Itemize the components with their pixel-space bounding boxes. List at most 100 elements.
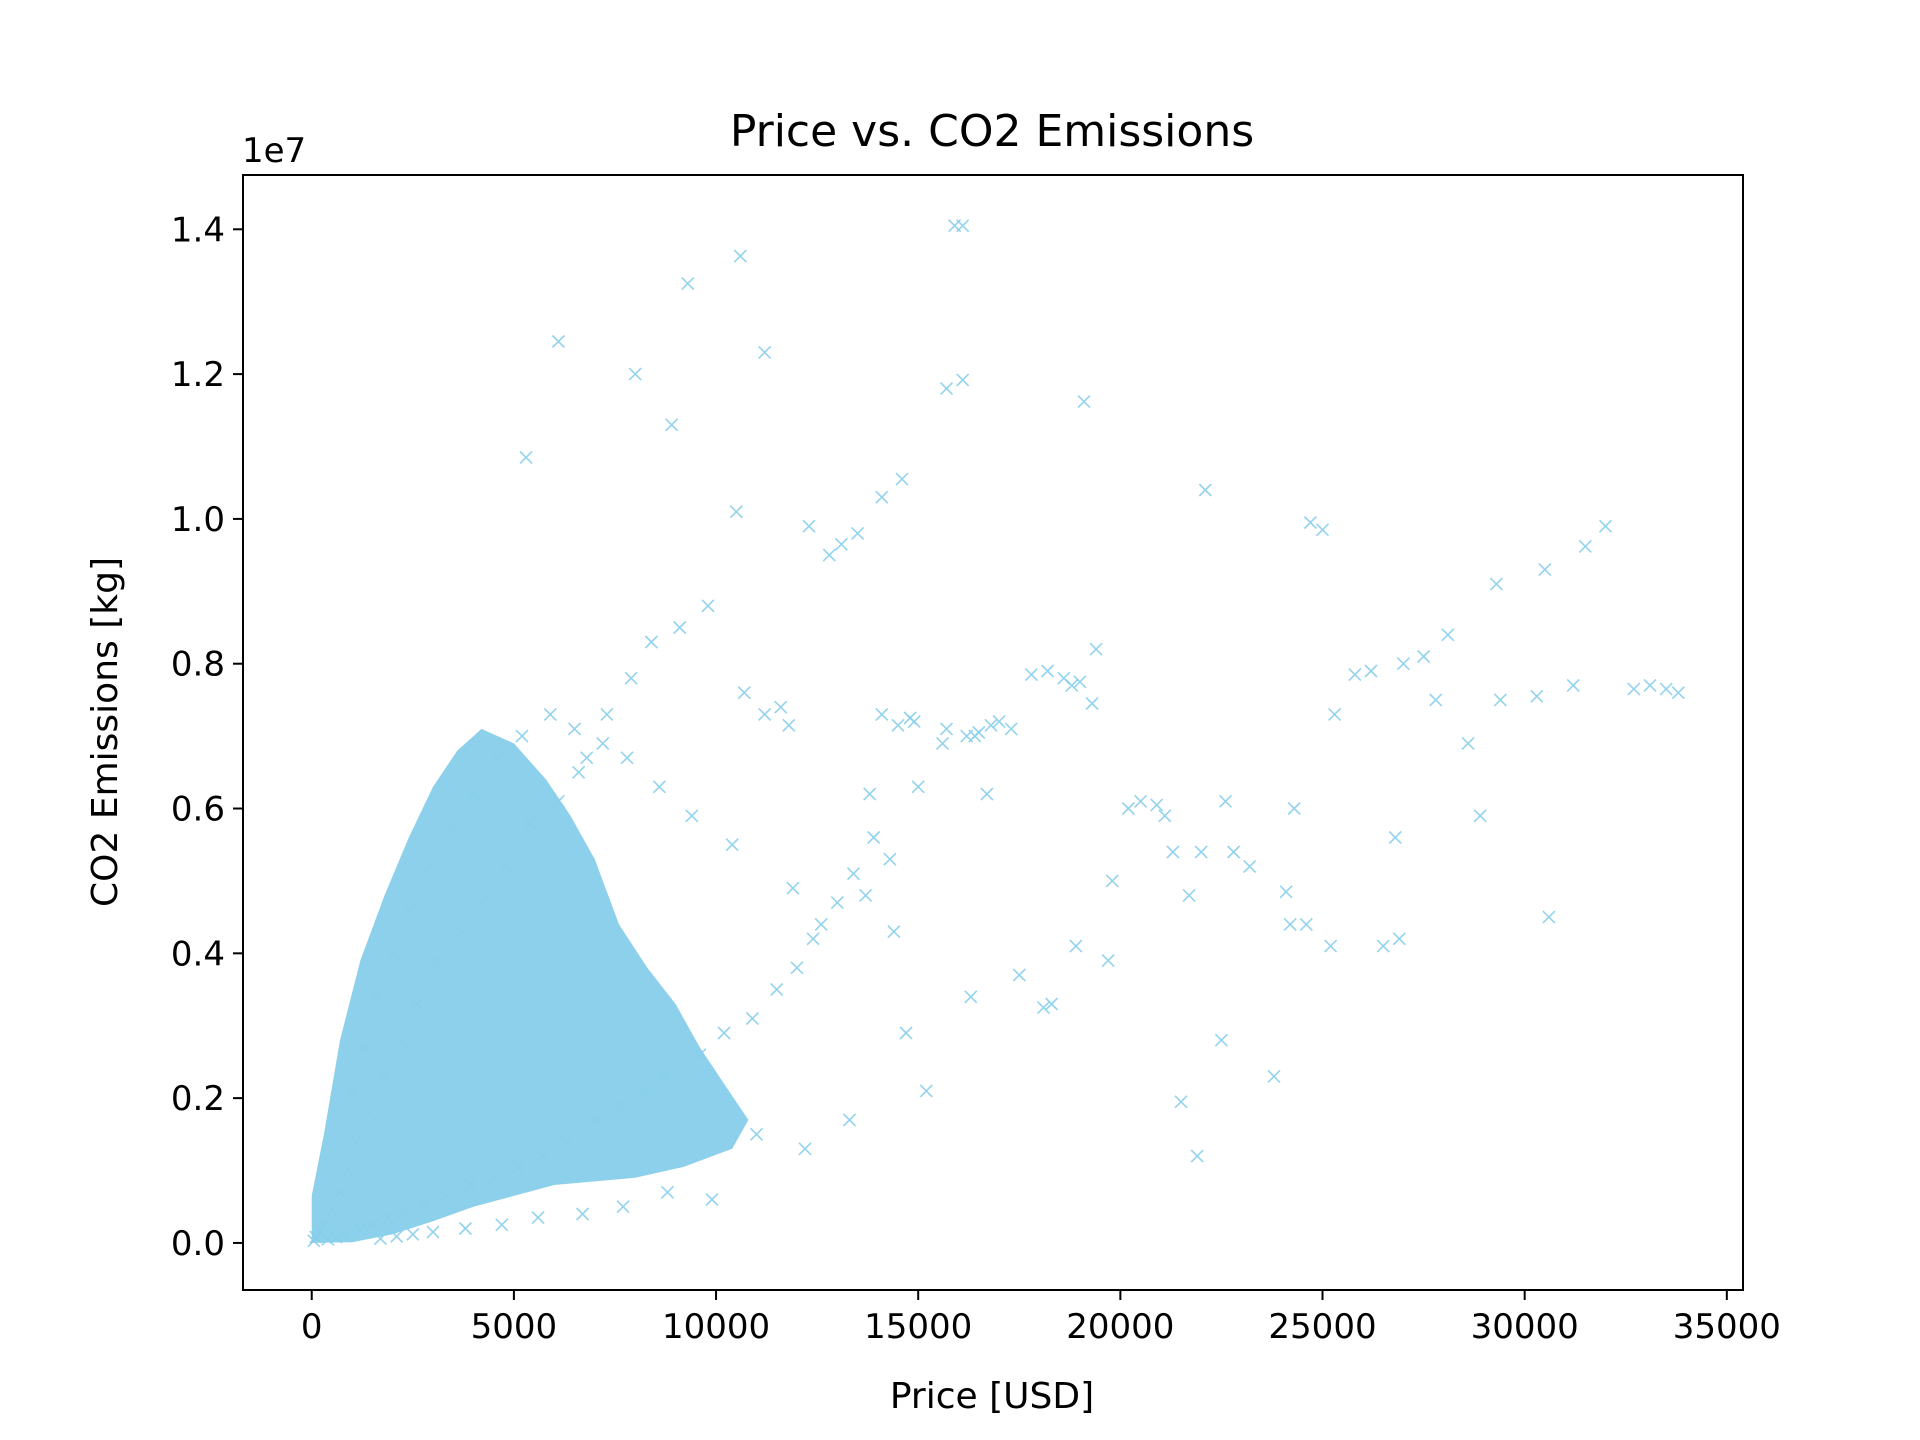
data-point: [398, 1203, 412, 1217]
data-point: [830, 896, 844, 910]
data-points: [307, 219, 1685, 1248]
x-tick-label: 10000: [662, 1307, 770, 1347]
data-point: [1627, 682, 1641, 696]
y-tick-label: 1.2: [171, 355, 225, 395]
data-point: [665, 418, 679, 432]
data-point: [596, 736, 610, 750]
data-point: [1538, 563, 1552, 577]
data-point: [851, 526, 865, 540]
data-point: [875, 707, 889, 721]
data-point: [774, 700, 788, 714]
data-point: [491, 751, 505, 765]
data-point: [1671, 686, 1685, 700]
data-point: [576, 1207, 590, 1221]
data-point: [499, 859, 513, 873]
data-point: [939, 722, 954, 736]
chart-title: Price vs. CO2 Emissions: [730, 106, 1254, 157]
data-point: [903, 711, 917, 725]
data-point: [519, 450, 533, 464]
data-point: [515, 729, 529, 743]
data-point: [758, 345, 772, 359]
data-point: [980, 787, 994, 801]
data-point: [333, 1185, 347, 1199]
data-point: [867, 830, 881, 845]
data-point: [1429, 693, 1443, 707]
data-point: [1303, 515, 1317, 530]
data-point: [822, 548, 836, 562]
y-tick-label: 0.6: [171, 790, 225, 830]
data-point: [737, 686, 751, 700]
data-point: [1643, 678, 1657, 692]
dense-cloud-region: [311, 728, 749, 1243]
data-point: [1218, 794, 1233, 808]
data-point: [834, 537, 848, 551]
data-point: [1227, 845, 1241, 859]
data-point: [1461, 736, 1475, 750]
data-point: [543, 707, 557, 721]
data-point: [1089, 642, 1103, 656]
data-point: [693, 1048, 707, 1062]
data-point: [466, 787, 481, 801]
data-point: [652, 780, 666, 794]
data-point: [620, 751, 634, 765]
x-tick-label: 5000: [471, 1307, 558, 1347]
data-point: [1315, 523, 1330, 537]
data-point: [1077, 395, 1091, 409]
data-point: [1121, 801, 1135, 816]
data-point: [935, 736, 950, 750]
data-point: [636, 1084, 650, 1098]
x-axis-ticks: 0 5000 10000 15000 20000 25000 30000 35000: [301, 1290, 1781, 1347]
data-point: [341, 1163, 355, 1178]
data-point: [1190, 1149, 1204, 1163]
data-point: [758, 707, 772, 721]
data-point: [628, 367, 642, 381]
data-point: [717, 1026, 731, 1040]
data-point: [842, 1113, 857, 1127]
data-point: [551, 794, 565, 808]
y-tick-label: 1.0: [171, 500, 225, 540]
data-point: [373, 1232, 388, 1246]
data-point: [382, 1211, 396, 1225]
data-point: [1101, 954, 1115, 968]
data-point: [1417, 649, 1431, 664]
data-point: [418, 1196, 432, 1210]
data-point: [321, 1232, 335, 1246]
data-point: [705, 1192, 719, 1207]
data-point: [365, 1218, 379, 1232]
dense-point-cloud: [311, 728, 749, 1243]
data-point: [430, 954, 444, 968]
data-point: [895, 472, 909, 486]
data-point: [814, 917, 828, 931]
data-point: [782, 718, 796, 732]
data-point: [887, 925, 901, 939]
data-point: [1364, 664, 1378, 678]
data-point: [899, 1026, 913, 1040]
data-point: [361, 1106, 375, 1120]
data-point: [891, 718, 905, 732]
data-point: [390, 1229, 404, 1243]
data-point: [1085, 696, 1099, 711]
data-point: [535, 1149, 549, 1163]
data-point: [1065, 678, 1079, 692]
data-point: [939, 382, 954, 396]
data-point: [1069, 939, 1083, 953]
data-point: [1150, 798, 1164, 812]
data-point: [317, 1218, 331, 1232]
data-point: [307, 1234, 321, 1248]
data-point: [1024, 668, 1038, 682]
data-point: [798, 1142, 812, 1156]
data-point: [1134, 794, 1148, 808]
data-point: [458, 1221, 472, 1236]
data-point: [956, 219, 970, 233]
data-point: [511, 1160, 525, 1174]
data-point: [1214, 1033, 1228, 1047]
data-point: [386, 946, 400, 960]
y-axis-label: CO2 Emissions [kg]: [85, 557, 126, 907]
data-point: [357, 1040, 371, 1055]
data-point: [1659, 682, 1673, 696]
data-point: [1267, 1069, 1281, 1083]
y-tick-label: 0.8: [171, 645, 225, 685]
data-point: [770, 982, 784, 997]
data-point: [992, 715, 1006, 729]
